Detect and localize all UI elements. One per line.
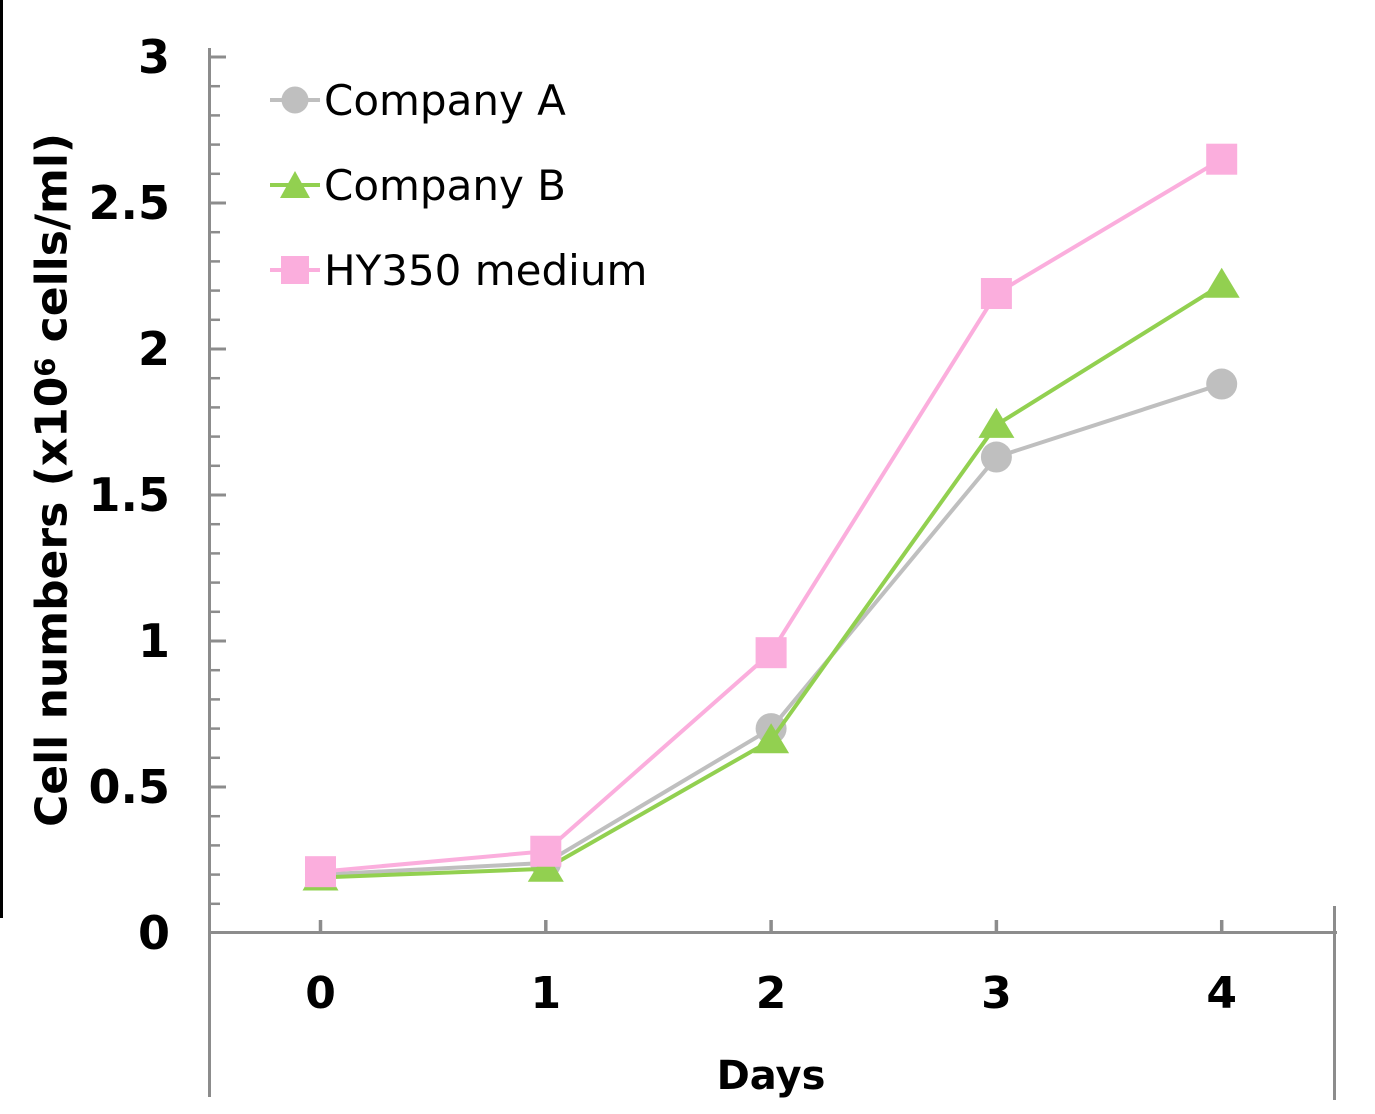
y-tick-label-3: 3 — [137, 30, 170, 84]
series-line-company-a — [320, 382, 1223, 877]
data-point-company-a-day-4 — [1206, 368, 1238, 400]
legend-label-company-a: Company A — [324, 75, 566, 125]
x-tick-label-1: 1 — [530, 968, 562, 1019]
legend-square-marker-icon — [270, 256, 320, 284]
image-left-border — [0, 0, 3, 918]
y-axis-title-post: cells/ml) — [26, 132, 78, 358]
legend-label-company-b: Company B — [324, 160, 566, 210]
data-point-company-b-day-3 — [978, 407, 1015, 438]
legend-triangle-marker-icon — [270, 171, 320, 198]
data-point-company-b-day-1 — [527, 851, 564, 882]
x-tick-label-0: 0 — [305, 968, 336, 1019]
legend-item-hy350-medium: HY350 medium — [270, 245, 648, 295]
legend-circle-marker-icon — [270, 86, 320, 114]
legend-label-hy350-medium: HY350 medium — [324, 245, 648, 295]
y-tick-label-1: 1 — [137, 614, 170, 668]
x-tick-label-2: 2 — [755, 968, 787, 1019]
y-tick-label-0: 0 — [137, 906, 170, 960]
data-point-hy350-medium-day-2 — [755, 637, 787, 669]
x-tick-label-4: 4 — [1206, 968, 1237, 1019]
y-tick-label-2.5: 2.5 — [88, 176, 171, 230]
legend-item-company-b: Company B — [270, 160, 647, 210]
data-point-company-b-day-4 — [1203, 267, 1240, 298]
y-tick-label-1.5: 1.5 — [88, 468, 171, 522]
x-axis-title: Days — [716, 1053, 826, 1099]
y-axis-title: Cell numbers (x106 cells/ml) — [27, 133, 78, 827]
series-line-company-b — [320, 283, 1223, 880]
data-point-hy350-medium-day-4 — [1206, 143, 1238, 175]
chart-legend: Company A Company B HY350 medium — [270, 75, 648, 333]
data-point-hy350-medium-day-1 — [530, 835, 562, 867]
data-point-hy350-medium-day-3 — [980, 278, 1012, 310]
data-point-hy350-medium-day-0 — [305, 856, 336, 888]
y-axis-title-superscript: 6 — [30, 357, 62, 377]
data-point-company-b-day-2 — [753, 723, 790, 754]
y-tick-label-2: 2 — [137, 322, 170, 376]
x-tick-label-3: 3 — [981, 968, 1012, 1019]
y-axis-title-pre: Cell numbers (x10 — [26, 376, 78, 828]
y-tick-label-0.5: 0.5 — [88, 760, 171, 814]
data-point-company-a-day-3 — [980, 441, 1012, 473]
legend-item-company-a: Company A — [270, 75, 647, 125]
